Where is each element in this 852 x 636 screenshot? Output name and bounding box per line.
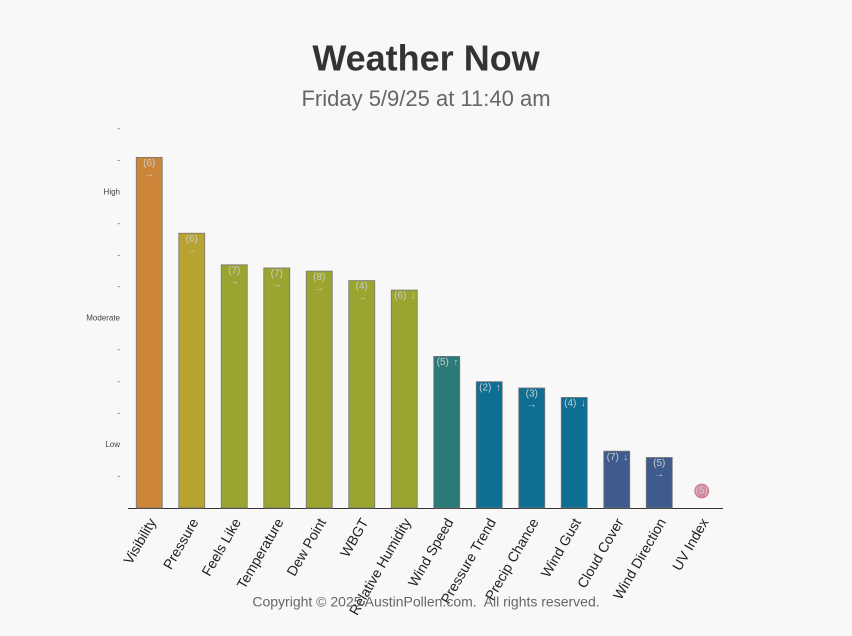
trend-label: → (229, 276, 239, 287)
trend-label: ↓ (623, 452, 628, 463)
x-tick-label: Feels Like (198, 515, 244, 578)
bar (135, 157, 163, 509)
x-tick-label: WBGT (337, 515, 372, 560)
rank-label: (5) (696, 486, 708, 497)
rank-label: (7) (228, 265, 240, 276)
y-tick-label: - (117, 377, 120, 386)
trend-label: → (357, 292, 367, 303)
rank-label: (7) (607, 452, 619, 463)
x-tick-label: Wind Gust (538, 515, 585, 580)
rank-label: (5) (653, 458, 665, 469)
rank-label: (6) (143, 158, 155, 169)
trend-label: → (314, 283, 324, 294)
rank-badge (694, 483, 710, 499)
chart-subtitle: Friday 5/9/25 at 11:40 am (301, 86, 550, 111)
bar (305, 270, 333, 509)
bar (220, 264, 248, 509)
rank-label: (6) (186, 234, 198, 245)
trend-label: ↓ (411, 291, 416, 302)
bar (560, 397, 588, 509)
y-tick-label: High (104, 187, 120, 196)
bar (645, 457, 673, 509)
bar (348, 280, 376, 509)
bar (518, 387, 546, 509)
rank-label: (8) (313, 272, 325, 283)
rank-label: (7) (271, 269, 283, 280)
trend-label: → (187, 245, 197, 256)
trend-label: → (144, 169, 154, 180)
bar (433, 355, 461, 509)
footer: Copyright © 2025 AustinPollen.com. All r… (252, 594, 599, 610)
bar (263, 267, 291, 509)
trend-label: ↑ (496, 382, 501, 393)
trend-label: → (272, 280, 282, 291)
y-tick-label: - (117, 472, 120, 481)
y-tick-label: - (117, 250, 120, 259)
x-tick-label: Pressure (160, 515, 202, 572)
trend-label: → (527, 400, 537, 411)
x-tick-label: Dew Point (283, 515, 329, 578)
trend-label: → (654, 469, 664, 480)
bar (475, 381, 503, 509)
y-tick-label: - (117, 124, 120, 133)
y-tick-label: - (117, 156, 120, 165)
rank-label: (6) (394, 291, 406, 302)
trend-label: ↑ (453, 357, 458, 368)
bar (178, 232, 206, 509)
rank-label: (4) (564, 398, 576, 409)
rank-label: (4) (356, 281, 368, 292)
y-tick-label: Moderate (86, 314, 120, 323)
x-tick-label: UV Index (669, 515, 712, 573)
y-tick-label: Low (105, 440, 120, 449)
x-tick-label: Visibility (120, 515, 159, 567)
bar (390, 289, 418, 509)
bar (603, 450, 631, 509)
y-tick-label: - (117, 282, 120, 291)
y-tick-label: - (117, 345, 120, 354)
chart-title: Weather Now (312, 38, 540, 79)
rank-label: (3) (526, 389, 538, 400)
trend-label: ↓ (581, 398, 586, 409)
y-tick-label: - (117, 408, 120, 417)
rank-label: (5) (437, 357, 449, 368)
rank-label: (2) (479, 382, 491, 393)
y-tick-label: - (117, 219, 120, 228)
